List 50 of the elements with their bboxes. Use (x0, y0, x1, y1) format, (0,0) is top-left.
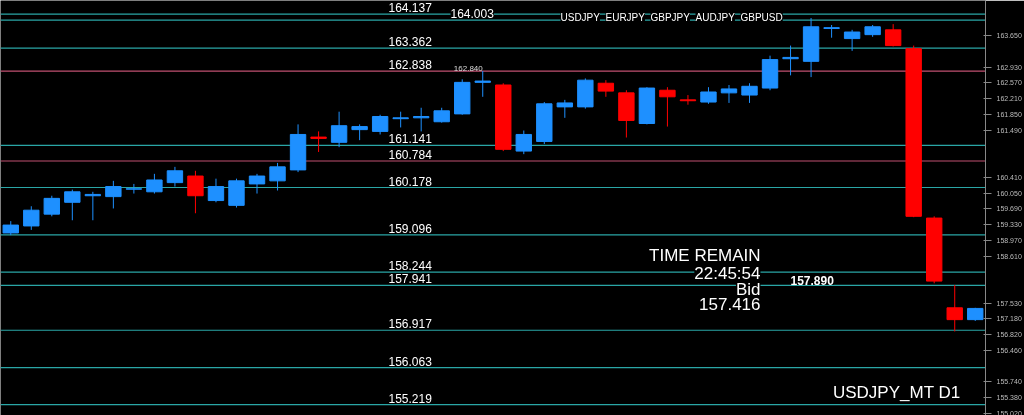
candlestick (679, 94, 697, 106)
annotation: 157.890 (790, 273, 835, 288)
annotation: EURJPY (605, 11, 646, 23)
ref-line-label: 155.219 (388, 391, 433, 406)
candlestick (105, 180, 122, 209)
annotation: Bid (735, 279, 761, 299)
candlestick (412, 107, 430, 132)
candlestick (146, 173, 163, 195)
ref-line-label: 164.137 (388, 1, 433, 16)
ref-line-label: 162.838 (388, 58, 433, 73)
candlestick (187, 170, 204, 214)
candlestick (946, 284, 963, 332)
ref-line-label: 156.917 (388, 317, 433, 332)
annotation: TIME REMAIN (649, 245, 761, 265)
annotation: GBPJPY (650, 11, 691, 23)
ref-line-label: 156.063 (388, 354, 433, 369)
candlestick (207, 178, 225, 203)
candlestick (43, 195, 60, 217)
candlestick (269, 162, 286, 191)
ref-line-label: 157.941 (388, 272, 433, 287)
ref-line-label: 164.003 (450, 7, 495, 22)
candlestick (474, 70, 491, 98)
candlestick (310, 130, 327, 153)
annotation: USDJPY_MT D1 (832, 382, 961, 402)
ref-line-label: 161.141 (388, 132, 433, 147)
candlestick (659, 86, 676, 128)
candlestick (64, 189, 81, 221)
ref-line-label: 163.362 (388, 35, 433, 50)
ref-line-label: 158.244 (388, 259, 433, 274)
candlestick (782, 45, 799, 76)
candlestick (125, 183, 143, 195)
annotation: USDJPY (560, 11, 601, 23)
candlestick (84, 191, 102, 221)
candlestick (166, 166, 184, 188)
candlestick (515, 130, 532, 155)
candlestick (371, 114, 389, 135)
ref-line-label: 159.096 (388, 221, 433, 236)
candlestick (843, 29, 861, 52)
annotation: AUDJPY (695, 11, 736, 23)
candlestick (23, 205, 40, 231)
ref-line-label: 160.784 (388, 147, 433, 162)
annotation: GBPUSD (740, 11, 783, 23)
candlestick (248, 173, 266, 195)
candlestick (597, 79, 615, 98)
candlestick (330, 111, 348, 148)
annotation: 22:45:54 (694, 263, 761, 283)
ref-line-label: 160.178 (388, 174, 433, 189)
candlestick (720, 84, 738, 104)
annotation: 162.840 (453, 63, 484, 73)
candlestick (741, 82, 758, 104)
